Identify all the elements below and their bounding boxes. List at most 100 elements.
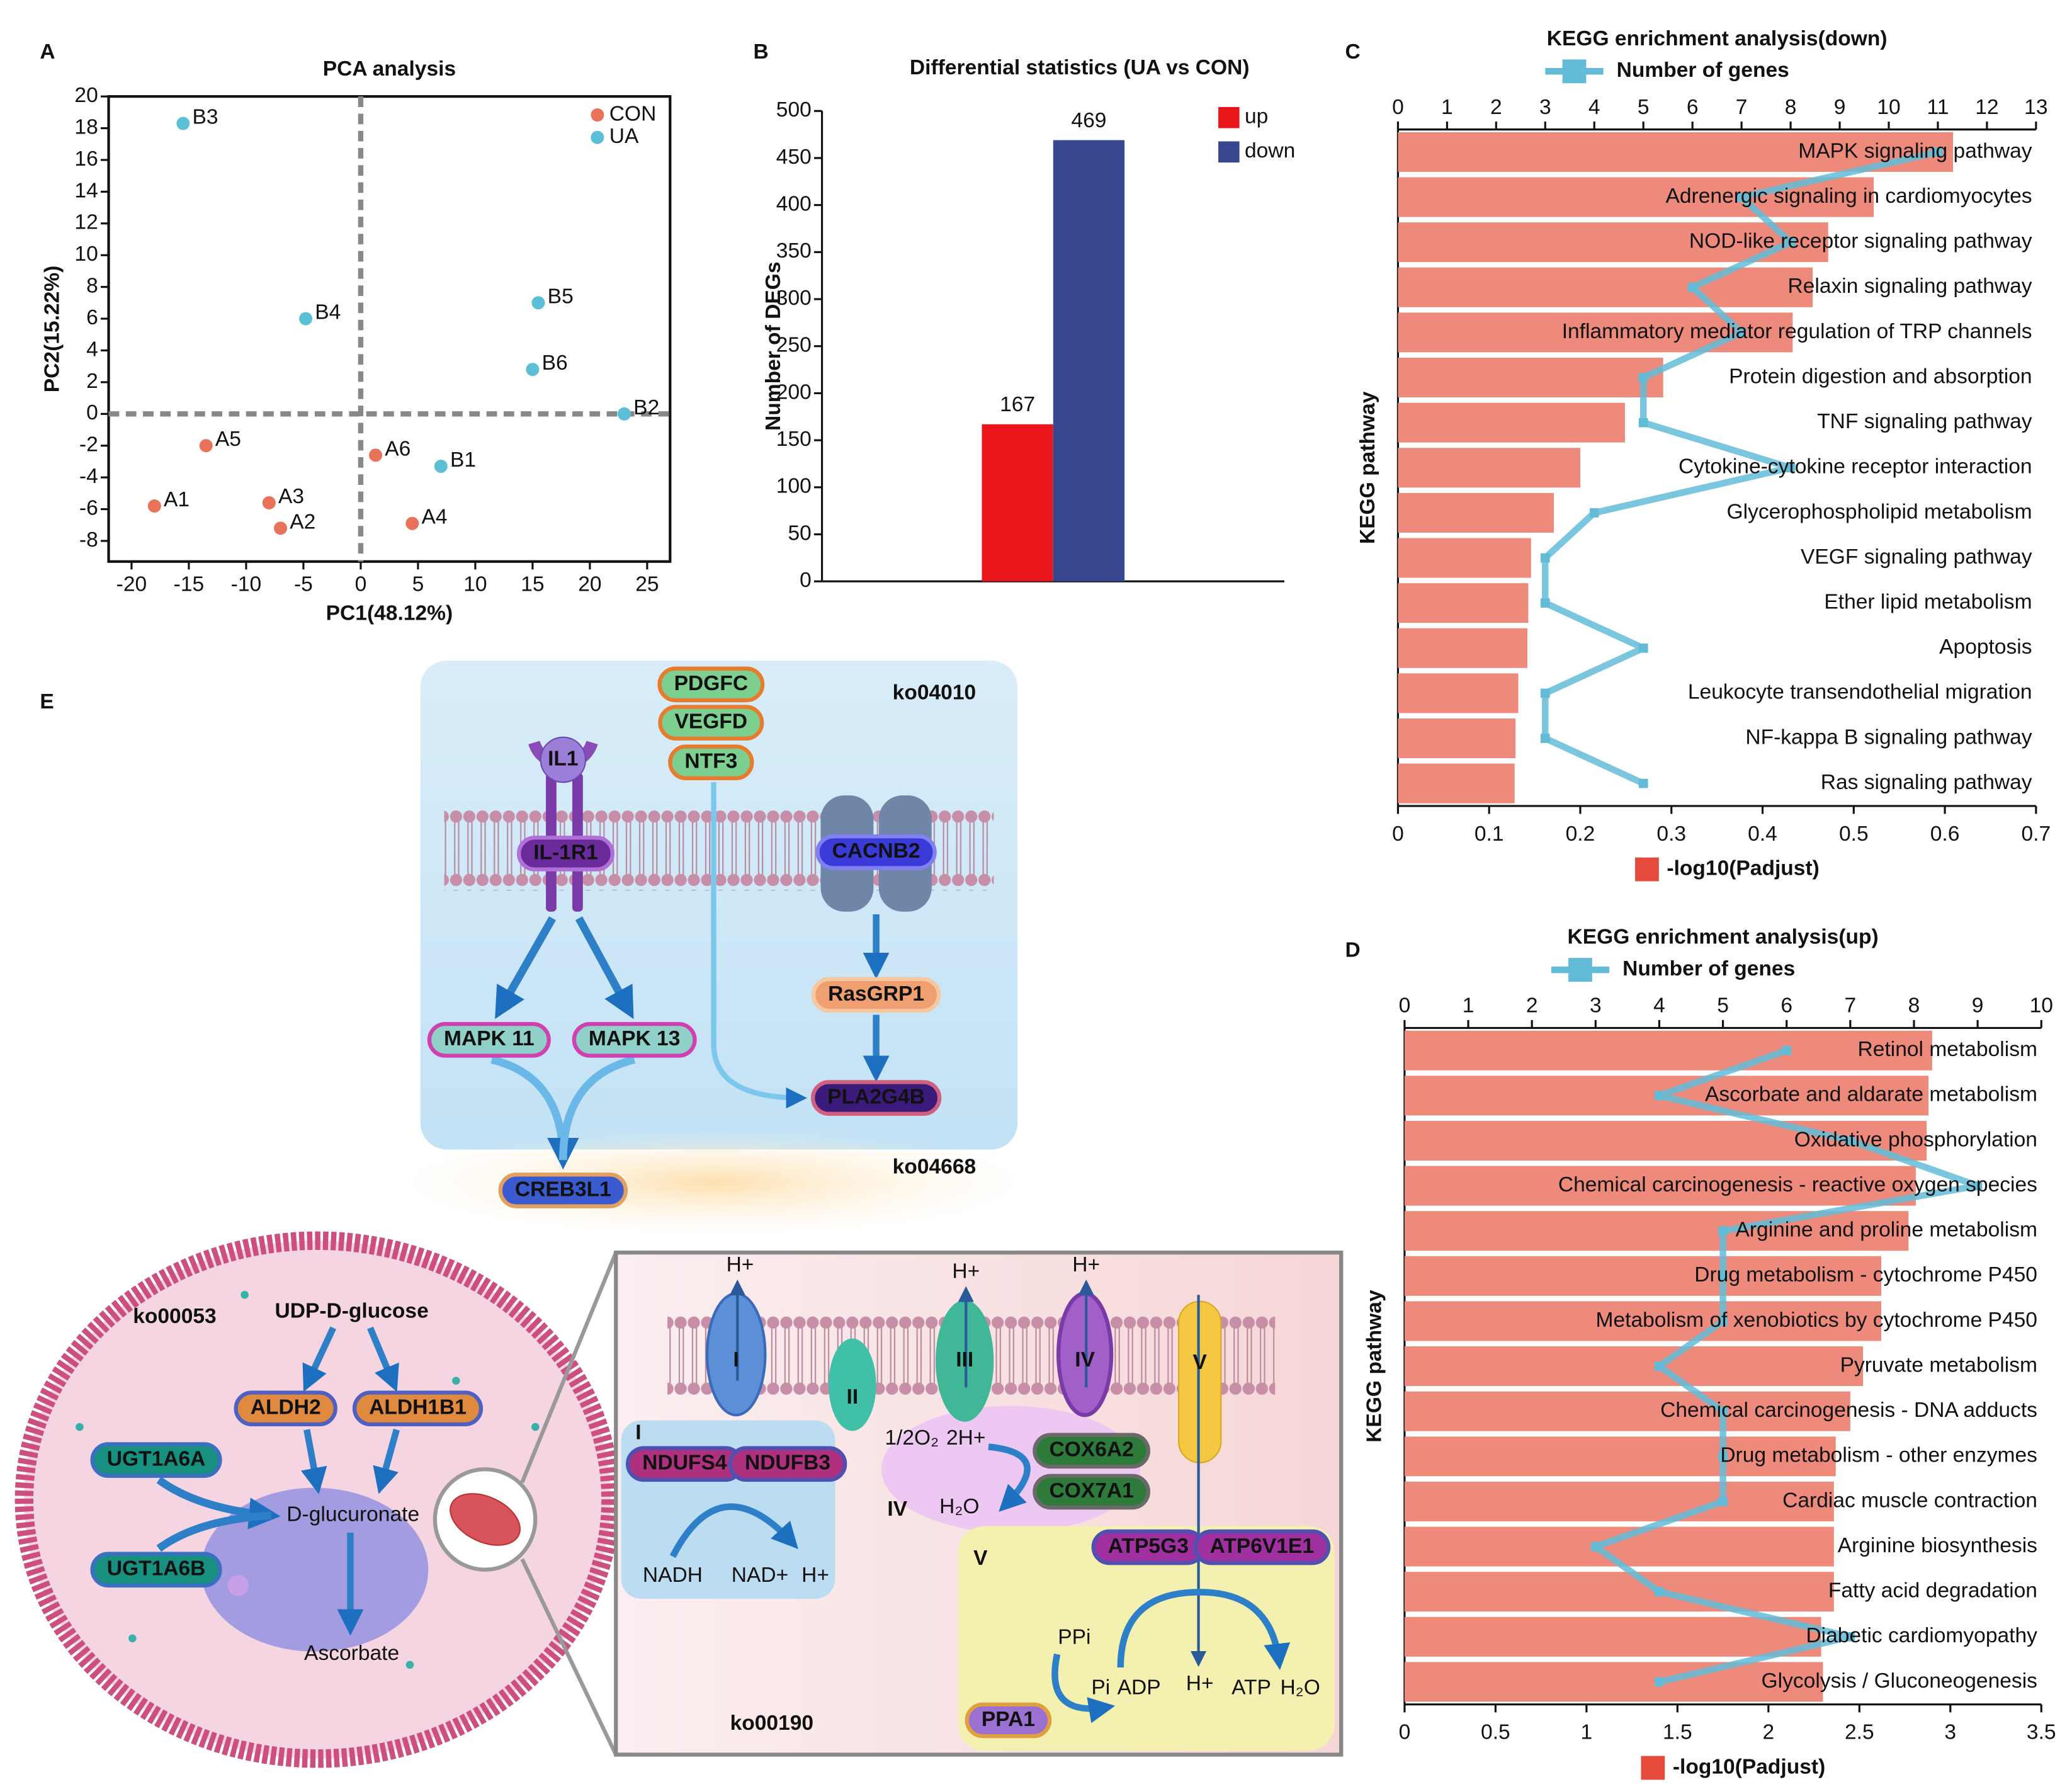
pill-background — [811, 977, 941, 1013]
y-tick-label: 4 — [86, 338, 98, 361]
gene-label: NDUFB3 — [745, 1451, 830, 1475]
y-axis-label: KEGG pathway — [1363, 1290, 1386, 1443]
line-marker — [1540, 553, 1550, 563]
point-label: B2 — [633, 396, 659, 419]
diagram-label: ko00190 — [730, 1712, 814, 1735]
pill-background — [658, 705, 764, 741]
y-tick-label: 10 — [74, 242, 98, 266]
zoom-line — [520, 1558, 618, 1756]
line-marker — [1638, 373, 1648, 382]
pill-background — [1033, 1433, 1151, 1469]
chart-title: KEGG enrichment analysis(down) — [1547, 27, 1888, 50]
dot — [241, 1290, 249, 1299]
legend-marker — [1218, 106, 1240, 128]
chart-title: KEGG enrichment analysis(up) — [1567, 926, 1878, 949]
x-tick-label: 1.5 — [1663, 1721, 1692, 1744]
bar — [1398, 718, 1516, 759]
category-label: Drug metabolism - cytochrome P450 — [1694, 1263, 2037, 1286]
bar — [1398, 673, 1519, 713]
category-label: NF-kappa B signaling pathway — [1745, 725, 2032, 749]
y-axis-label: PC2(15.22%) — [40, 266, 64, 392]
x2-tick-label: 1 — [1441, 96, 1453, 119]
legend-marker — [591, 108, 604, 122]
x-tick-label: -10 — [231, 572, 262, 596]
line-marker — [1718, 1316, 1728, 1326]
line-marker — [1540, 734, 1550, 743]
pill-background — [90, 1442, 222, 1478]
point-label: A3 — [278, 485, 304, 508]
legend-label: -log10(Padjust) — [1673, 1755, 1825, 1778]
point — [618, 407, 631, 421]
dot — [452, 1377, 460, 1385]
x2-tick-label: 2 — [1490, 96, 1502, 119]
y-tick-label: 12 — [74, 211, 98, 234]
bar — [1404, 1481, 1834, 1521]
line-marker — [1638, 778, 1648, 788]
gene-label: UGT1A6A — [107, 1447, 206, 1470]
gene-label: VEGFD — [675, 710, 748, 734]
y-tick-label: -2 — [79, 433, 98, 457]
gene-label: PPA1 — [982, 1708, 1035, 1731]
x2-tick-label: 0 — [1392, 96, 1404, 119]
x-tick-label: 0 — [355, 572, 367, 596]
x-tick-label: -15 — [174, 572, 205, 596]
x2-tick-label: 10 — [2030, 994, 2053, 1018]
vesicle — [227, 1575, 249, 1596]
y-tick-label: 0 — [800, 569, 812, 592]
panel-letter: A — [40, 40, 55, 64]
panel-letter: D — [1345, 939, 1360, 962]
x-tick-label: 0.4 — [1748, 822, 1777, 846]
point-label: A6 — [385, 437, 410, 460]
gene-label: COX7A1 — [1049, 1479, 1133, 1502]
line-marker — [1655, 1091, 1664, 1101]
line-marker — [1845, 1632, 1855, 1642]
gene-label: ATP6V1E1 — [1210, 1535, 1314, 1558]
bar — [1404, 1301, 1881, 1341]
line-marker — [1638, 417, 1648, 428]
gene-label: MAPK 11 — [444, 1027, 535, 1050]
chart-title: PCA analysis — [323, 57, 456, 81]
legend-label: Number of genes — [1622, 957, 1795, 980]
bar — [1404, 1572, 1834, 1612]
pill-background — [965, 1702, 1052, 1739]
bar — [1404, 1391, 1850, 1431]
bar — [1398, 132, 1954, 172]
ko04668-region — [403, 1129, 1024, 1235]
x2-tick-label: 3 — [1539, 96, 1551, 119]
x2-tick-label: 12 — [1975, 96, 1998, 119]
point — [405, 516, 419, 530]
y-tick-label: -4 — [79, 465, 98, 488]
bar — [1398, 358, 1663, 398]
gene-pill: MAPK 13 — [572, 1021, 697, 1058]
diagram-label: ATP — [1231, 1676, 1271, 1699]
category-label: Glycolysis / Gluconeogenesis — [1762, 1669, 2037, 1693]
point-label: A1 — [164, 488, 190, 511]
line-marker — [1933, 147, 1943, 157]
x2-tick-label: 6 — [1687, 96, 1699, 119]
point — [199, 439, 213, 453]
line-marker — [1589, 508, 1599, 518]
legend-marker — [591, 130, 604, 144]
diagram-label: PPi — [1058, 1626, 1090, 1649]
line-marker — [1718, 1406, 1728, 1416]
point-label: B1 — [450, 448, 476, 472]
y-tick-label: 16 — [74, 147, 98, 171]
point-label: B5 — [548, 285, 574, 308]
y-tick-label: 2 — [86, 370, 98, 393]
arrow — [559, 1055, 636, 1161]
category-label: MAPK signaling pathway — [1798, 139, 2032, 162]
bar — [1398, 583, 1529, 623]
point — [147, 499, 161, 513]
x2-tick-label: 8 — [1785, 96, 1797, 119]
line-marker — [1736, 327, 1746, 338]
gene-pill: PLA2G4B — [810, 1080, 942, 1116]
diagram-label: H₂O — [939, 1495, 979, 1518]
y-tick-label: 14 — [74, 179, 98, 202]
arrow — [1051, 1653, 1116, 1724]
x-tick-label: 0.3 — [1656, 822, 1686, 846]
category-label: Protein digestion and absorption — [1729, 365, 2032, 388]
x-tick-label: 1 — [1581, 1721, 1593, 1744]
line-marker — [1718, 1226, 1728, 1236]
gene-label: PDGFC — [674, 672, 748, 695]
category-label: Leukocyte transendothelial migration — [1688, 681, 2032, 704]
